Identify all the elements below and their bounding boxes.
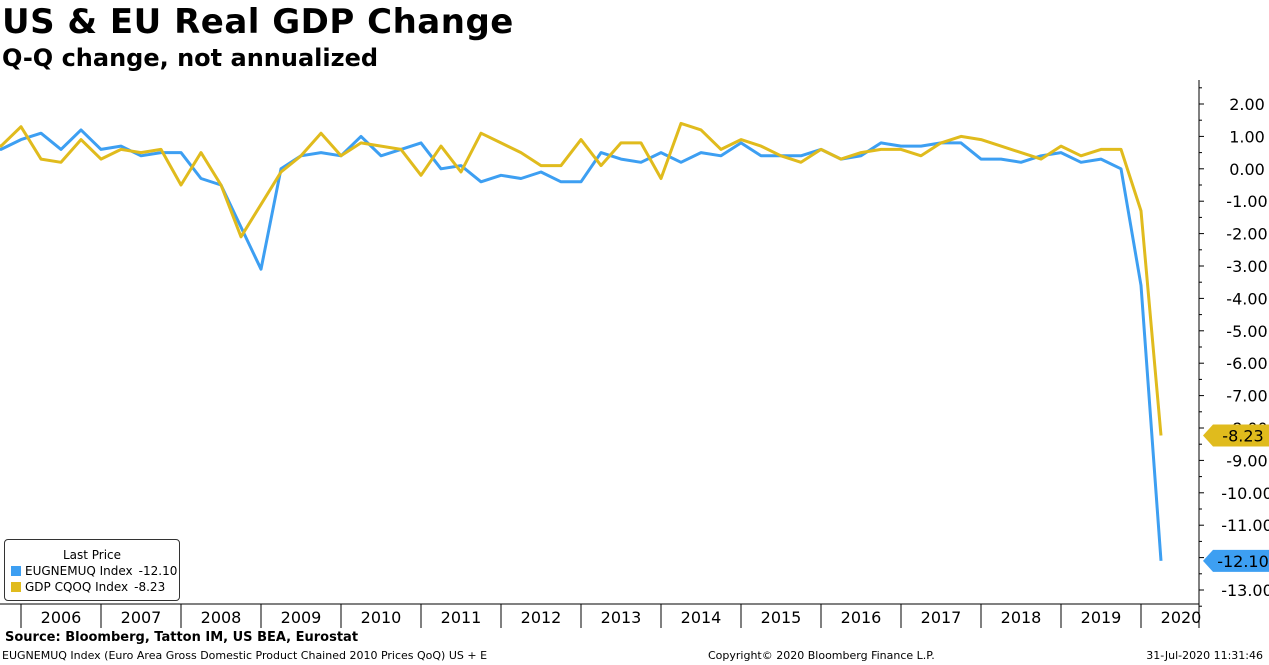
x-tick-label: 2018	[1001, 608, 1042, 627]
legend-label-us: GDP CQOQ Index	[25, 580, 129, 594]
y-tick-label: -9.00	[1226, 451, 1267, 470]
x-tick-label: 2011	[441, 608, 482, 627]
x-tick-label: 2020	[1161, 608, 1202, 627]
legend-item-us: GDP CQOQ Index -8.23	[5, 579, 179, 595]
y-tick-label: 2.00	[1229, 95, 1265, 114]
legend-label-eu: EUGNEMUQ Index	[25, 564, 133, 578]
last-value-tags: -12.10 -8.23	[1203, 424, 1269, 572]
y-tick-label: -1.00	[1226, 192, 1267, 211]
last-value-label-us: -8.23	[1222, 426, 1263, 445]
legend-title: Last Price	[62, 548, 122, 562]
footer-description: EUGNEMUQ Index (Euro Area Gross Domestic…	[2, 649, 488, 662]
chart-subtitle: Q-Q change, not annualized	[2, 44, 379, 72]
plot-frame	[0, 80, 1200, 628]
y-tick-label: -2.00	[1226, 225, 1267, 244]
y-tick-label: -13.00	[1221, 581, 1269, 600]
chart-title: US & EU Real GDP Change	[2, 2, 514, 42]
x-tick-label: 2006	[41, 608, 82, 627]
x-tick-label: 2017	[921, 608, 962, 627]
x-tick-label: 2010	[361, 608, 402, 627]
y-tick-label: -11.00	[1221, 516, 1269, 535]
x-tick-label: 2014	[681, 608, 722, 627]
y-tick-label: 0.00	[1229, 160, 1265, 179]
x-tick-label: 2007	[121, 608, 162, 627]
legend: Last Price EUGNEMUQ Index -12.10 GDP CQO…	[4, 539, 180, 601]
y-axis: 2.00 1.00 0.00 -1.00 -2.00 -3.00 -4.00 -5.00 -6.…	[1199, 87, 1269, 607]
x-tick-label: 2008	[201, 608, 242, 627]
legend-value-us: -8.23	[134, 580, 166, 594]
footer-copyright: Copyright© 2020 Bloomberg Finance L.P.	[708, 649, 935, 662]
legend-value-eu: -12.10	[138, 564, 178, 578]
x-tick-label: 2015	[761, 608, 802, 627]
y-tick-label: -10.00	[1221, 484, 1269, 503]
x-tick-label: 2016	[841, 608, 882, 627]
y-tick-label: -5.00	[1226, 322, 1267, 341]
y-tick-label: -6.00	[1226, 354, 1267, 373]
x-tick-label: 2013	[601, 608, 642, 627]
last-value-tag-eu	[1203, 549, 1269, 572]
x-tick-label: 2012	[521, 608, 562, 627]
series-lines	[0, 121, 1163, 561]
legend-swatch-us	[11, 582, 21, 592]
x-axis: 2006 2007 2008 2009 2010 2011 2012 2013 2014 2015…	[20, 604, 1202, 628]
footer-timestamp: 31-Jul-2020 11:31:46	[1146, 649, 1263, 662]
y-tick-label: -3.00	[1226, 257, 1267, 276]
series-line-us	[0, 121, 1163, 436]
last-value-tag-us	[1203, 424, 1269, 447]
legend-swatch-eu	[11, 566, 21, 576]
gdp-line-chart: 2006 2007 2008 2009 2010 2011 2012 2013 2014 2015…	[0, 80, 1269, 628]
y-tick-label: 1.00	[1229, 127, 1265, 146]
x-tick-label: 2009	[281, 608, 322, 627]
last-value-label-eu: -12.10	[1217, 552, 1269, 571]
legend-item-eu: EUGNEMUQ Index -12.10	[5, 563, 179, 579]
y-tick-label: -7.00	[1226, 387, 1267, 406]
x-tick-label: 2019	[1081, 608, 1122, 627]
series-line-eu	[0, 128, 1163, 561]
source-note: Source: Bloomberg, Tatton IM, US BEA, Eu…	[5, 630, 359, 645]
y-tick-label: -4.00	[1226, 289, 1267, 308]
